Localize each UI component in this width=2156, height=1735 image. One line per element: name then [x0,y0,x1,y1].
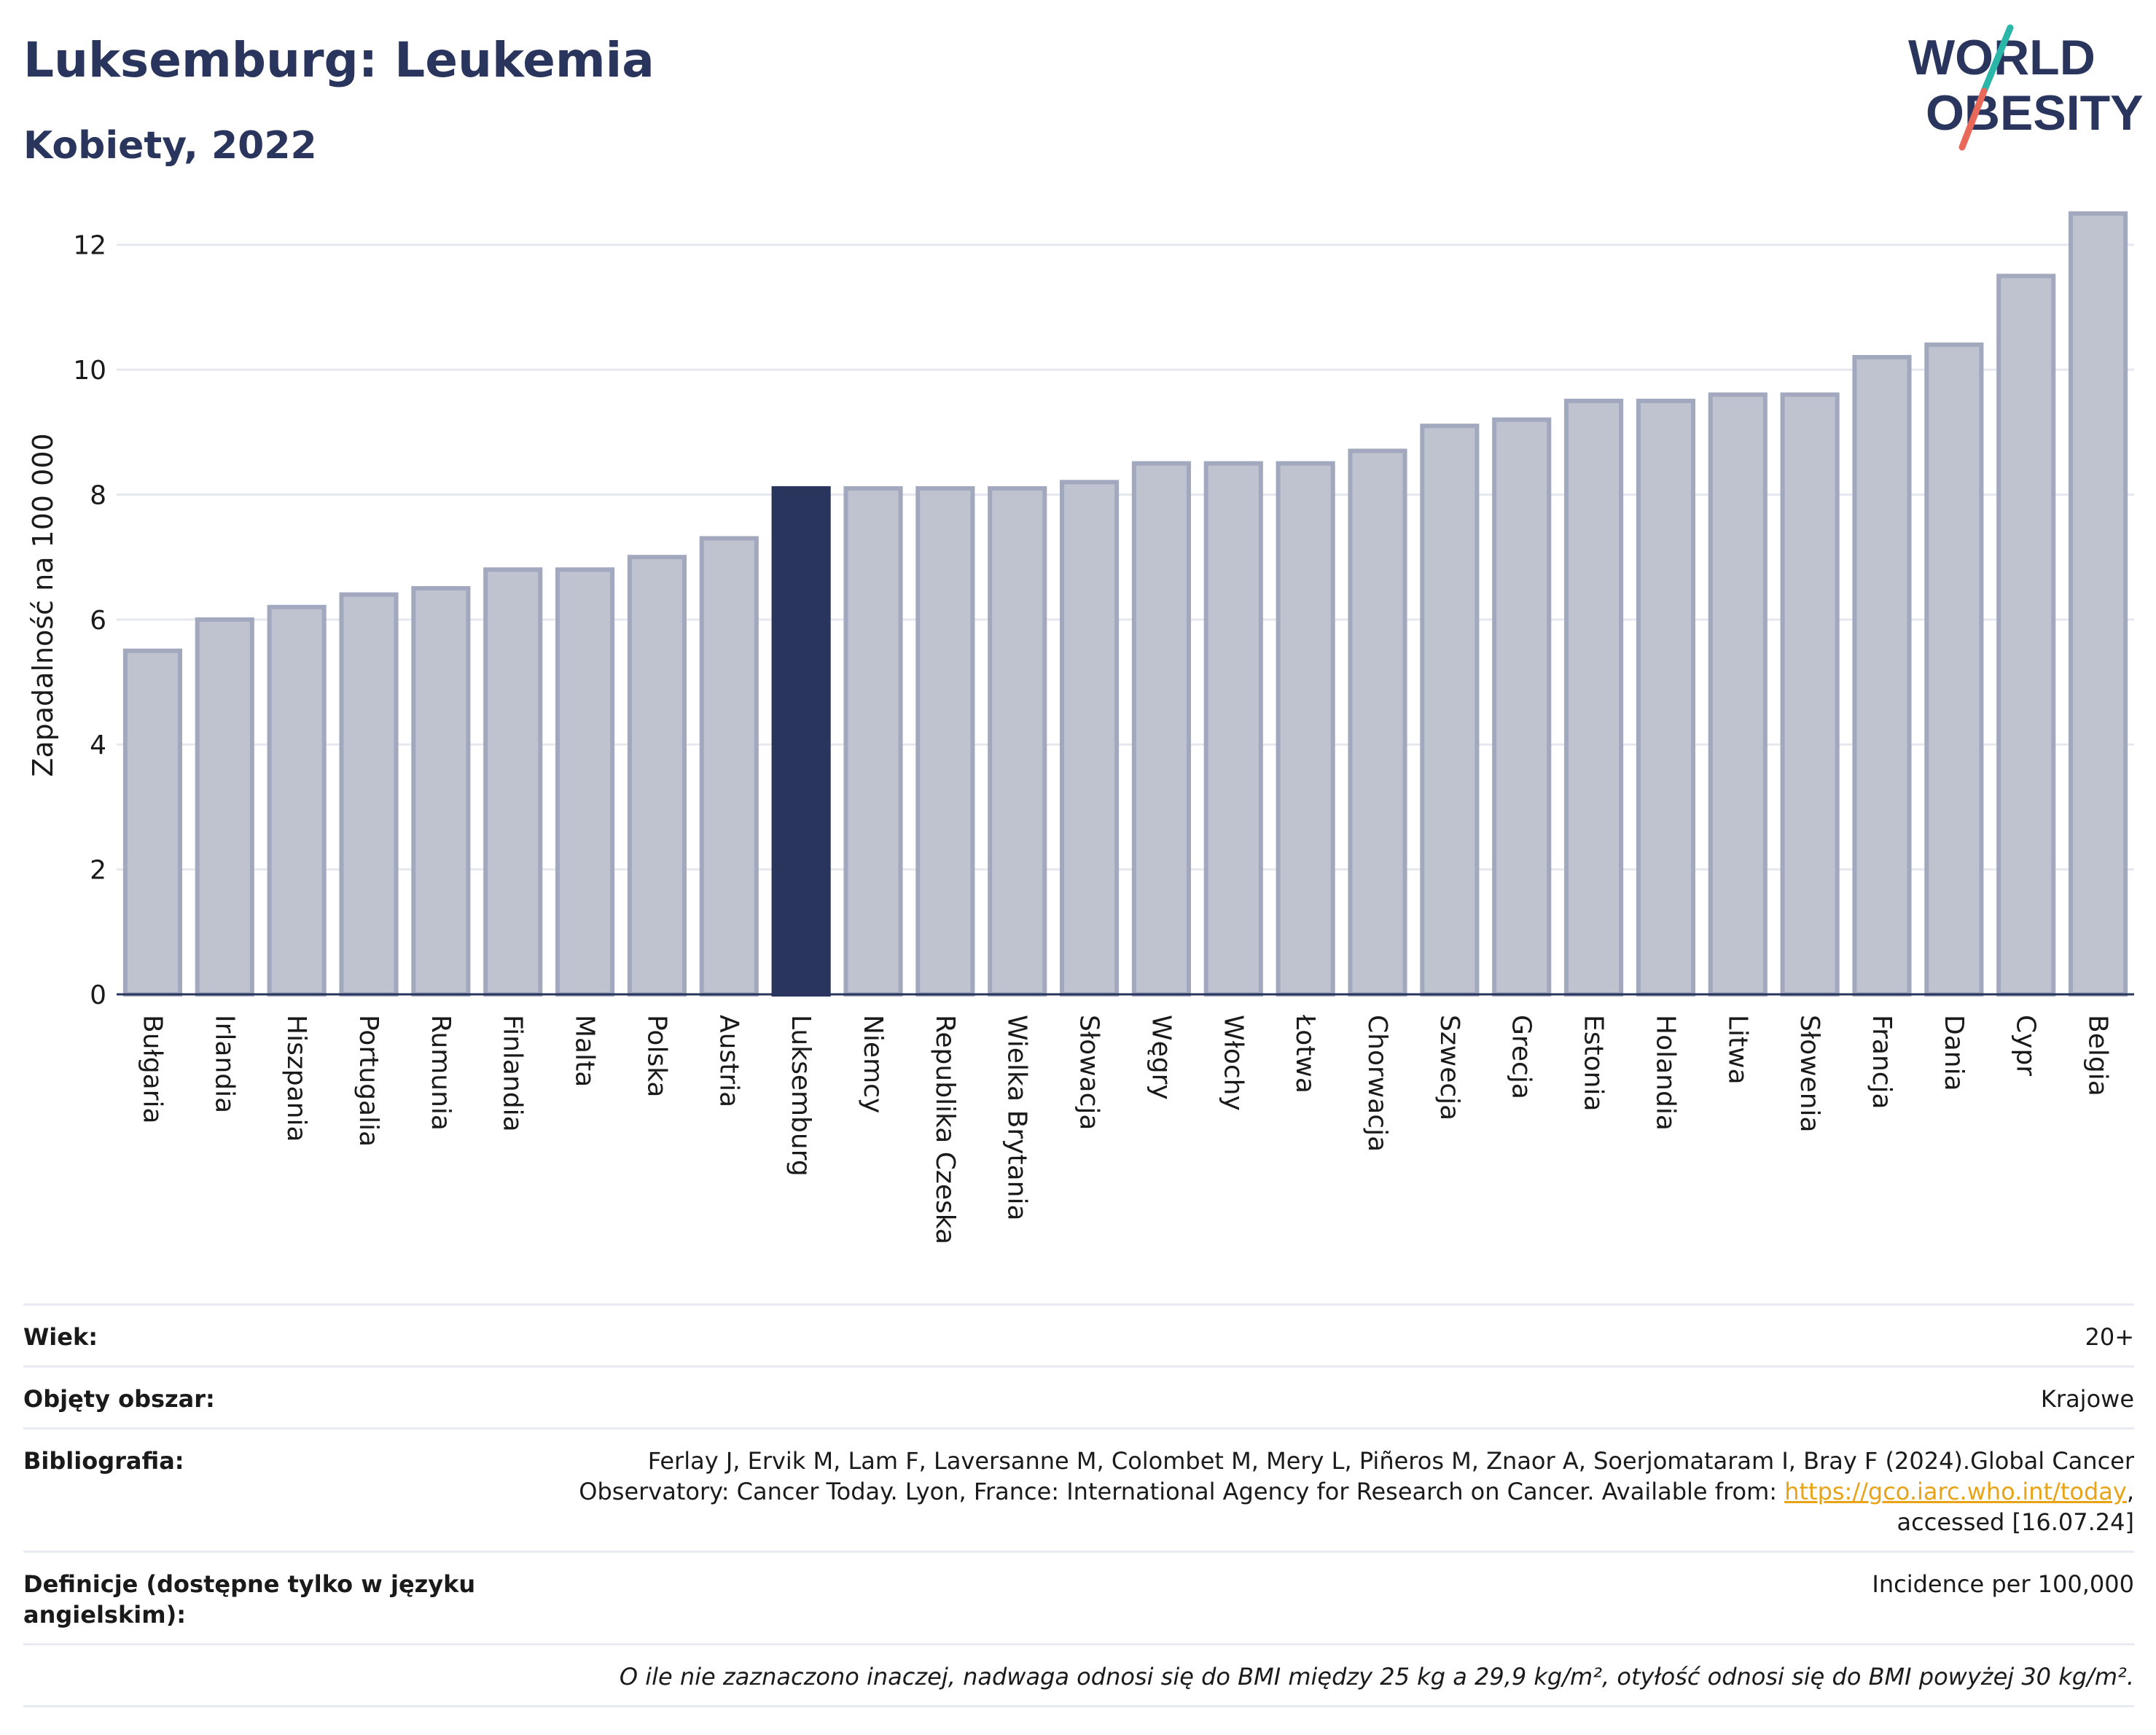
y-axis-label: Zapadalność na 100 000 [27,433,59,776]
bar-chorwacja [1348,448,1407,997]
y-tick-label: 2 [90,856,106,886]
area-label: Objęty obszar: [23,1385,215,1413]
bar-chart: 0 2 4 6 8 10 12 Bułgaria Irlandia Hiszpania Portu… [27,211,2134,1244]
x-tick-label: Rumunia [426,1015,456,1131]
bar-bułgaria [122,648,182,997]
bar-słowacja [1060,480,1120,997]
x-tick-label: Hiszpania [281,1015,311,1142]
logo-slash-top [1980,24,2014,95]
x-tick-label: Estonia [1579,1015,1609,1112]
bar-litwa [1708,392,1768,997]
bibliography-link[interactable]: https://gco.iarc.who.int/today [1784,1478,2127,1505]
bar-cypr [1996,273,2056,997]
x-tick-label: Austria [714,1015,743,1107]
bar-szwecja [1420,424,1480,997]
definitions-value: Incidence per 100,000 [1872,1570,2134,1598]
x-tick-label: Belgia [2083,1015,2113,1096]
x-tick-label: Republika Czeska [930,1015,960,1244]
bar-belgia [2069,211,2128,997]
y-tick-label: 12 [73,231,106,261]
bar-estonia [1564,398,1624,997]
bibliography-line2: Observatory: Cancer Today. Lyon, France:… [490,1476,2134,1507]
x-tick-label: Słowenia [1794,1015,1824,1133]
info-row-area: Objęty obszar: Krajowe [23,1365,2134,1427]
x-tick-label: Cypr [2011,1015,2041,1076]
bar-dania [1924,342,1984,997]
age-value: 20+ [2085,1323,2134,1351]
bar-austria [699,536,759,997]
info-row-age: Wiek: 20+ [23,1303,2134,1365]
definitions-label: Definicje (dostępne tylko w języku angie… [23,1570,476,1629]
x-tick-label: Litwa [1722,1015,1752,1085]
bar-wielka-brytania [988,486,1047,997]
x-tick-label: Malta [570,1015,600,1087]
x-tick-label: Węgry [1146,1015,1176,1100]
x-tick-label: Holandia [1650,1015,1680,1131]
bar-rumunia [411,586,471,997]
y-tick-labels: 0 2 4 6 8 10 12 [73,231,106,1010]
x-tick-label: Irlandia [209,1015,239,1113]
bar-włochy [1203,461,1263,997]
bar-polska [627,555,687,997]
x-tick-label: Wielka Brytania [1002,1015,1032,1221]
bibliography-line1: Ferlay J, Ervik M, Lam F, Laversanne M, … [647,1447,2134,1475]
logo-line1: WORLD [1908,30,2096,85]
x-tick-label: Szwecja [1434,1015,1464,1120]
x-tick-label: Niemcy [858,1015,888,1113]
info-table: Wiek: 20+ Objęty obszar: Krajowe Bibliog… [23,1303,2134,1707]
bibliography-label: Bibliografia: [23,1447,184,1475]
y-tick-label: 6 [90,606,106,636]
bar-finlandia [483,567,543,997]
x-tick-label: Słowacja [1074,1015,1104,1130]
area-value: Krajowe [2040,1385,2134,1413]
y-tick-label: 0 [90,980,106,1010]
info-row-definitions: Definicje (dostępne tylko w języku angie… [23,1551,2134,1643]
y-tick-label: 8 [90,480,106,510]
x-tick-label: Francja [1867,1015,1897,1110]
bar-holandia [1636,398,1695,997]
bar-węgry [1131,461,1191,997]
bar-francja [1852,354,1912,997]
bibliography-line3: accessed [16.07.24] [1897,1508,2134,1536]
info-row-bibliography: Bibliografia: Ferlay J, Ervik M, Lam F, … [23,1427,2134,1551]
bar-malta [555,567,615,997]
bar-hiszpania [267,604,327,997]
x-tick-label: Dania [1939,1015,1969,1091]
y-tick-label: 4 [90,730,106,760]
world-obesity-logo: WORLD OBESITY [1908,24,2143,151]
x-tick-label: Chorwacja [1362,1015,1392,1152]
footnote: O ile nie zaznaczono inaczej, nadwaga od… [619,1663,2134,1691]
x-tick-label: Luksemburg [786,1015,816,1177]
x-tick-label: Bułgaria [137,1015,167,1124]
bar-niemcy [843,486,903,997]
bar-portugalia [339,592,399,997]
logo-slash-bottom [1958,87,1988,151]
x-tick-label: Grecja [1507,1015,1536,1099]
bar-irlandia [195,617,254,997]
bar-luksemburg [771,486,831,997]
bars [122,211,2128,997]
bar-słowenia [1780,392,1840,997]
bibliography-value: Ferlay J, Ervik M, Lam F, Laversanne M, … [490,1446,2134,1537]
y-tick-label: 10 [73,356,106,386]
bar-grecja [1492,417,1552,997]
x-tick-label: Łotwa [1290,1014,1320,1093]
page-title: Luksemburg: Leukemia [23,32,655,88]
x-tick-label: Finlandia [498,1015,528,1132]
logo-line2: OBESITY [1926,85,2143,141]
bibliography-text3: , [2126,1478,2134,1505]
page-subtitle: Kobiety, 2022 [23,124,317,168]
x-tick-label: Polska [641,1015,671,1097]
bar-łotwa [1276,461,1335,997]
info-row-note: O ile nie zaznaczono inaczej, nadwaga od… [23,1643,2134,1707]
x-tick-label: Portugalia [354,1015,383,1147]
age-label: Wiek: [23,1323,98,1351]
bar-republika-czeska [915,486,975,997]
x-tick-labels: Bułgaria Irlandia Hiszpania Portugalia Rumun… [137,1014,2112,1244]
x-tick-label: Włochy [1218,1015,1248,1111]
bibliography-text2: Observatory: Cancer Today. Lyon, France:… [579,1478,1785,1505]
